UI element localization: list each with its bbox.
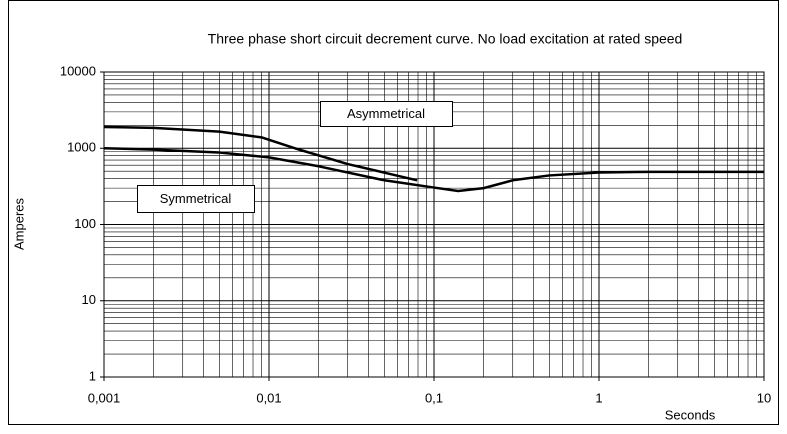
series-label-box xyxy=(137,185,255,213)
x-tick-label: 0,001 xyxy=(88,390,121,405)
x-tick-label: 10 xyxy=(757,390,771,405)
y-axis-label: Amperes xyxy=(11,197,26,250)
series-line xyxy=(103,147,764,193)
x-tick-label: 0,1 xyxy=(425,390,443,405)
x-axis-label: Seconds xyxy=(665,407,716,422)
x-tick-label: 1 xyxy=(595,390,602,405)
series-label: Asymmetrical xyxy=(347,106,425,121)
chart-border xyxy=(8,0,779,425)
y-tick-label: 10 xyxy=(82,292,96,307)
y-tick-label: 1000 xyxy=(67,140,96,155)
series-label: Symmetrical xyxy=(160,191,232,206)
chart-title: Three phase short circuit decrement curv… xyxy=(208,31,683,47)
y-tick-label: 10000 xyxy=(60,63,96,78)
series-line xyxy=(103,125,418,182)
series-label-box xyxy=(320,101,453,127)
plot-frame xyxy=(103,71,765,378)
y-tick-label: 100 xyxy=(74,216,96,231)
y-tick-label: 1 xyxy=(89,368,96,383)
x-tick-label: 0,01 xyxy=(256,390,281,405)
